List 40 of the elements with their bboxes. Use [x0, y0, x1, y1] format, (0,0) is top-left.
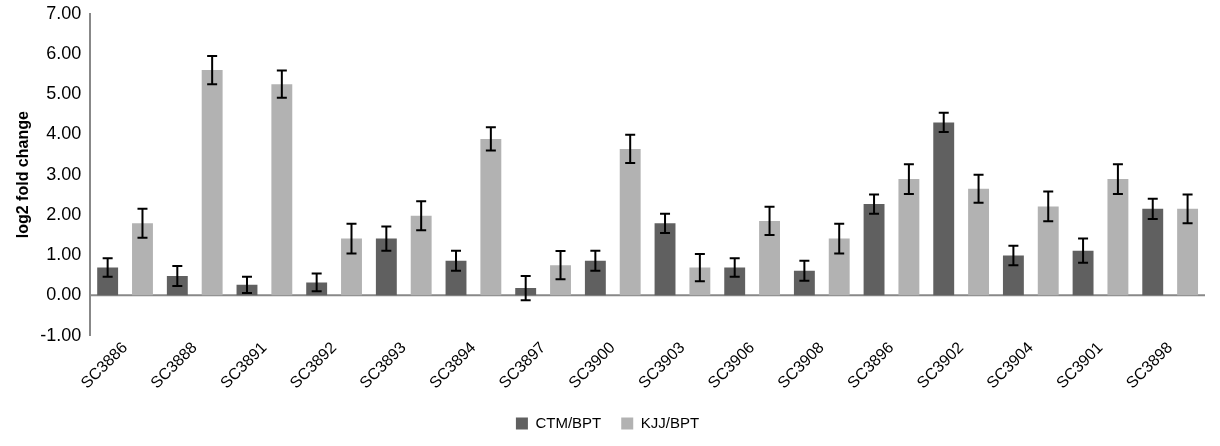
y-tick-label: 1.00 [46, 244, 82, 265]
bar [1107, 179, 1129, 296]
legend-label: KJJ/BPT [640, 413, 700, 431]
bar [863, 204, 885, 296]
legend-label: CTM/BPT [535, 413, 602, 431]
y-axis-title: log2 fold change [14, 111, 32, 239]
bar [201, 70, 223, 296]
bar [97, 267, 119, 296]
y-tick-label: 4.00 [46, 123, 82, 144]
bar [410, 215, 432, 296]
bar [1072, 250, 1094, 296]
bar [166, 276, 188, 296]
bar [1142, 208, 1164, 296]
bar [271, 84, 293, 296]
y-tick-label: 6.00 [46, 42, 82, 63]
bar [584, 260, 606, 296]
bar [968, 188, 990, 296]
y-tick-label: 2.00 [46, 203, 82, 224]
bar [933, 122, 955, 296]
y-tick-label: 7.00 [46, 2, 82, 23]
bar [724, 267, 746, 296]
bar [898, 179, 920, 296]
bar [689, 267, 711, 296]
bar [759, 220, 780, 296]
y-tick-label: 0.00 [46, 284, 82, 305]
bar [654, 223, 676, 296]
y-tick-label: 5.00 [46, 83, 82, 104]
y-tick-label: 3.00 [46, 163, 82, 184]
bar [619, 148, 641, 296]
bar [793, 270, 815, 296]
bar [1177, 208, 1199, 296]
bar [828, 238, 850, 296]
bar [480, 138, 502, 296]
bar [375, 238, 397, 296]
bar [550, 265, 571, 296]
bar [341, 238, 362, 296]
bar [132, 223, 153, 296]
bar [1037, 206, 1059, 296]
y-tick-label: -1.00 [40, 324, 82, 345]
bar [1002, 255, 1024, 296]
